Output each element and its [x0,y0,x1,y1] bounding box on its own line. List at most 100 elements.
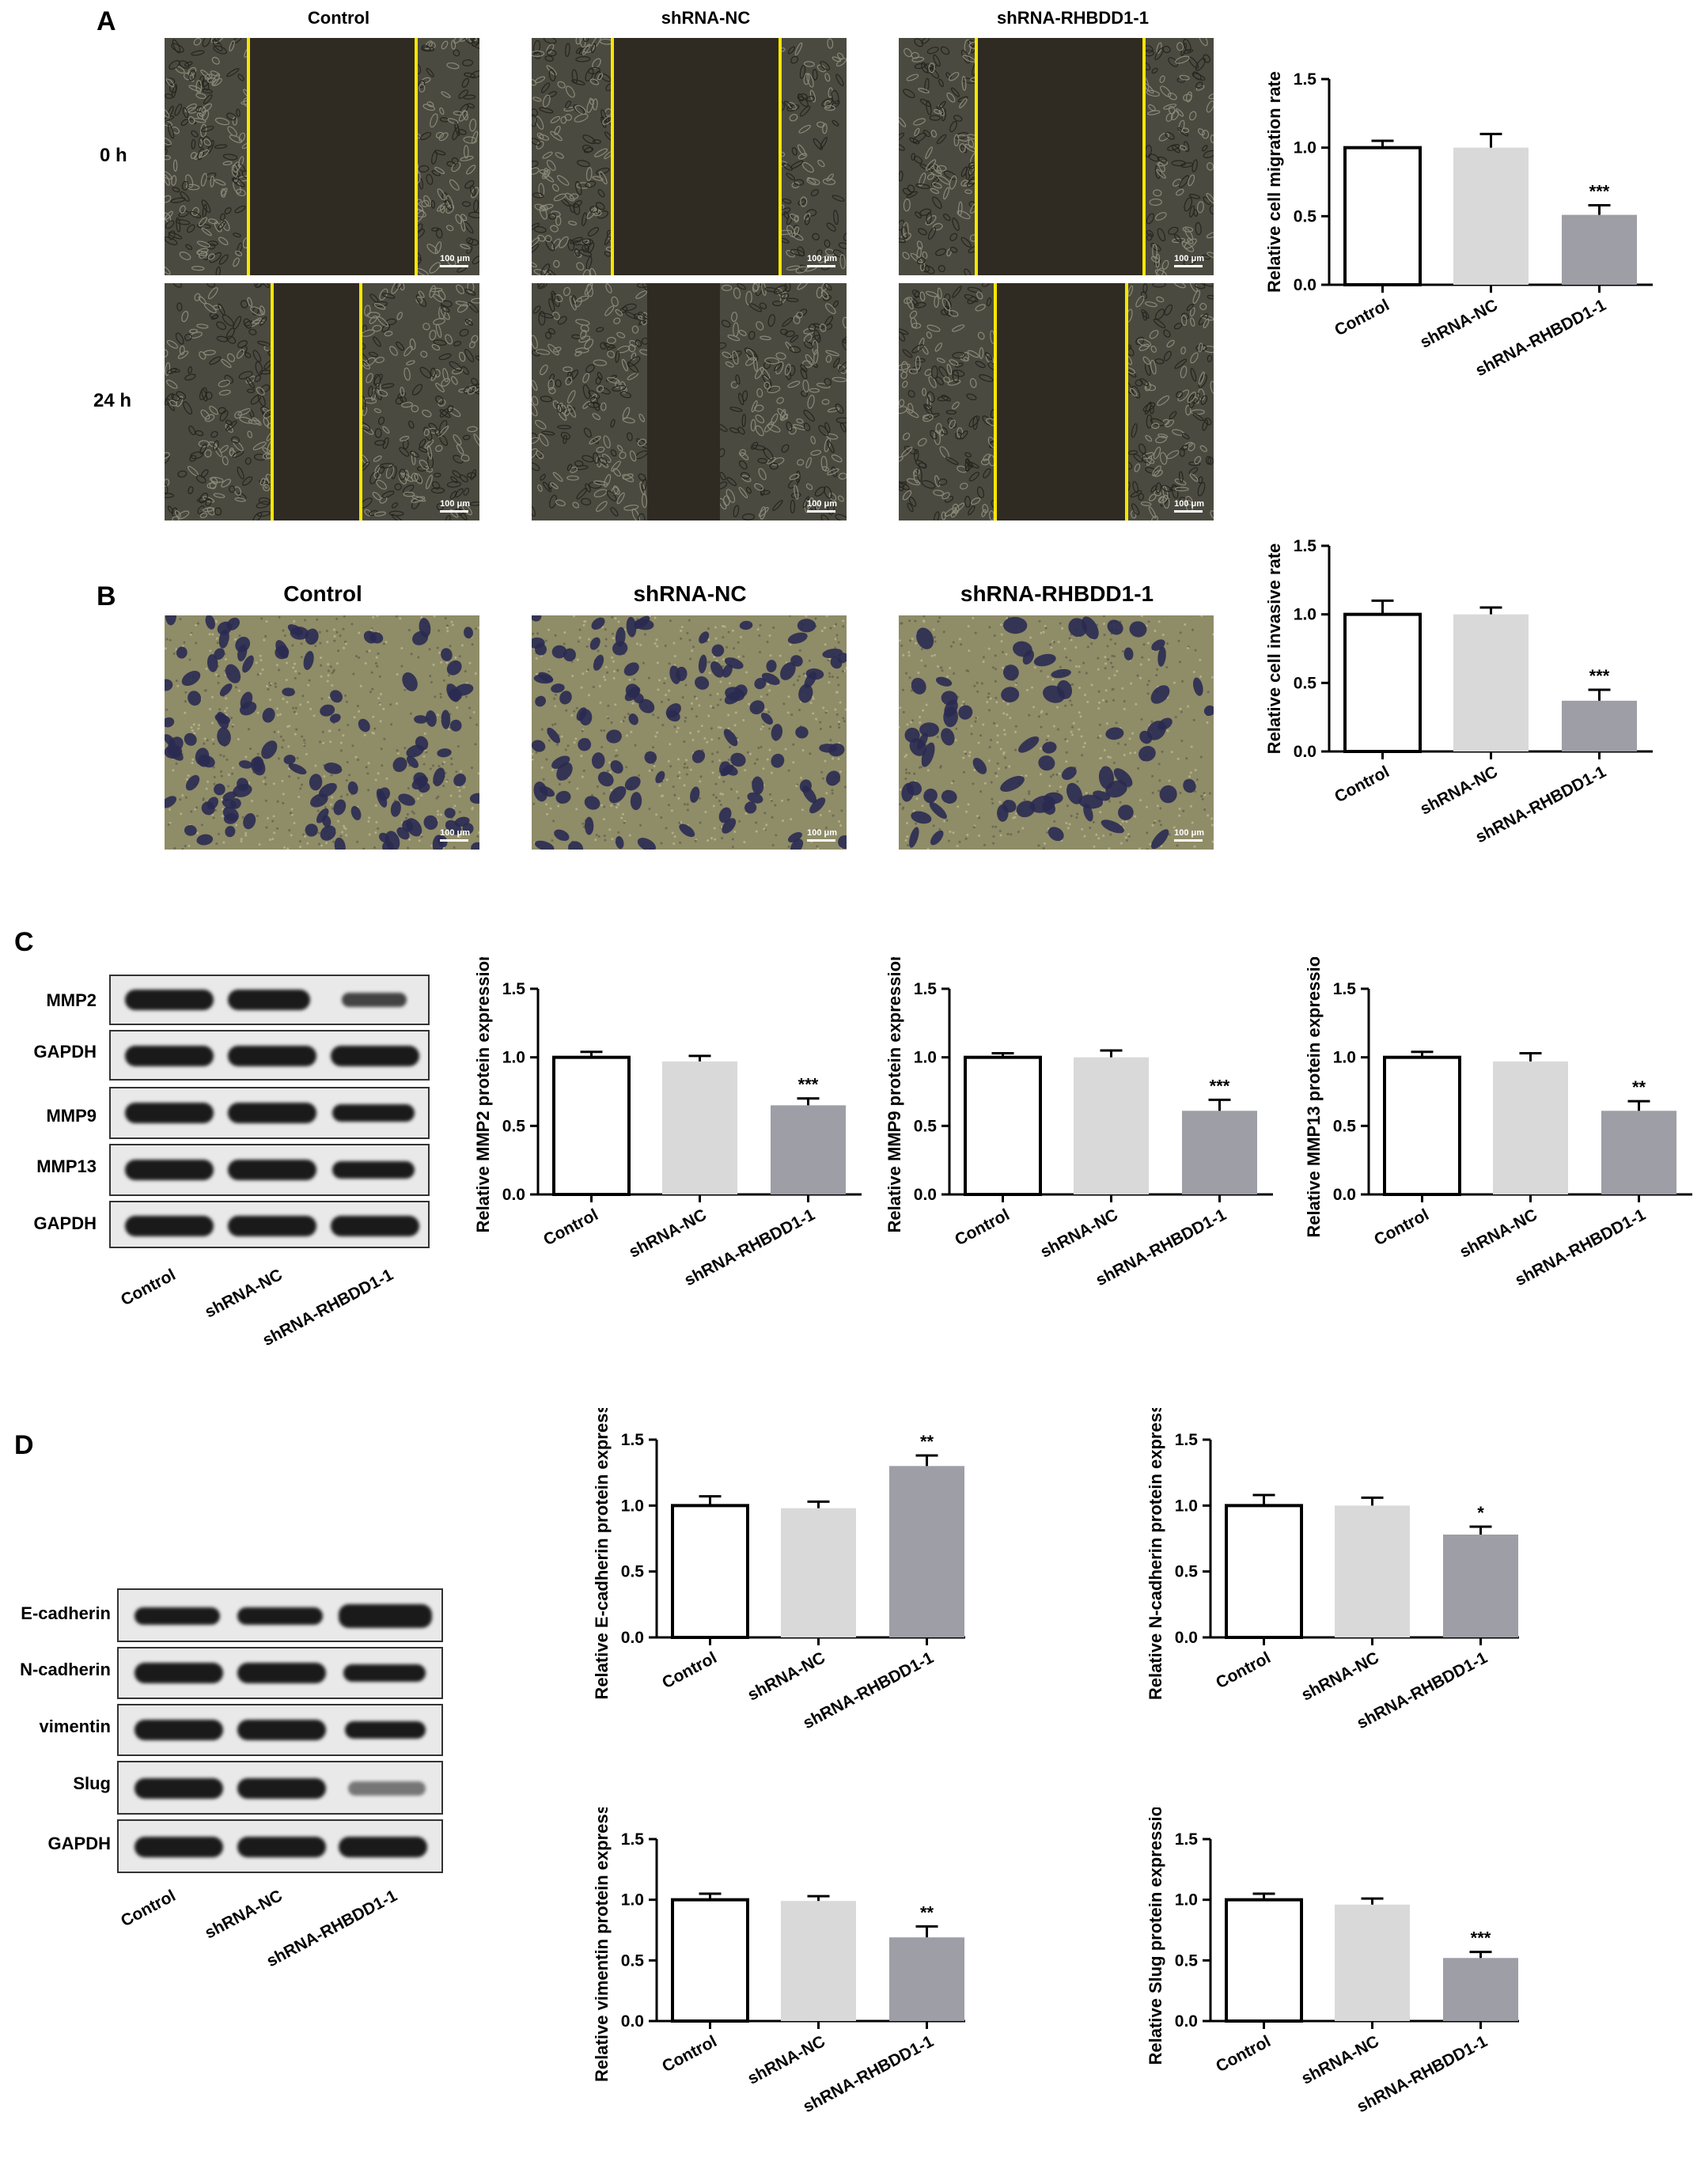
x-tick-label: Control [659,1648,720,1692]
y-axis-label: Relative cell migration rate [1264,71,1284,293]
header-control-a: Control [307,8,370,28]
y-tick-label: 0.5 [1294,207,1317,225]
invaded-cells [165,615,479,850]
y-tick-label: 1.5 [621,1431,645,1449]
scale-bar: 100 μm [1174,828,1204,842]
chart-group: 0.0 0.5 1.0 1.5 Relative N-cadherin protein … [1146,1408,1519,1732]
blot-label-gapdh-2: GAPDH [33,1213,97,1233]
scale-bar: 100 μm [807,828,837,842]
chart-group: 0.0 0.5 1.0 1.5 Relative MMP9 protein expres… [885,957,1273,1289]
y-tick-label: 0.5 [1294,674,1317,692]
invaded-cells [899,615,1214,850]
mmp9-chart: 0.0 0.5 1.0 1.5 Relative MMP9 protein expres… [885,957,1273,1289]
cell-texture [899,38,1214,275]
blot-strip-vimentin [117,1704,443,1756]
significance-label: ** [1632,1077,1646,1097]
y-tick-label: 0.5 [1175,1563,1199,1581]
y-tick-label: 1.0 [1333,1049,1356,1067]
bar-shrna-rhbdd1 [1562,700,1637,751]
y-tick-label: 1.5 [1175,1830,1199,1849]
blot-label-ecadherin: E-cadherin [21,1603,111,1623]
x-tick-label: shRNA-NC [626,1206,710,1262]
x-tick-label: Control [1213,2032,1274,2076]
bar-control [671,1898,749,2023]
scale-bar: 100 μm [807,254,837,267]
y-axis-label: Relative MMP13 protein expression [1304,957,1324,1238]
blot-strip-ecadherin [117,1588,443,1642]
x-tick-label: Control [1213,1648,1274,1692]
bar-shrna-rhbdd1 [1443,1535,1518,1637]
micrograph-shrhbdd1-24h: 100 μm [899,283,1214,520]
blot-label-gapdh: GAPDH [33,1042,97,1062]
bar-shrna-nc [1335,1505,1410,1637]
y-tick-label: 1.5 [1294,537,1317,555]
y-tick-label: 1.0 [914,1049,937,1067]
y-tick-label: 0.5 [621,1563,645,1581]
bar-control [1225,1504,1303,1640]
vimentin-chart: 0.0 0.5 1.0 1.5 Relative vimentin protein ex… [592,1807,965,2116]
blot-strip-mmp9 [109,1087,430,1139]
x-tick-label: shRNA-NC [744,2032,828,2088]
bar-shrna-nc [781,1901,856,2021]
significance-label: ** [920,1902,934,1922]
y-tick-label: 0.0 [1294,276,1316,294]
x-tick-label: Control [1371,1206,1432,1249]
y-axis-label: Relative MMP2 protein expression [473,957,493,1233]
y-tick-label: 1.0 [621,1497,644,1515]
y-tick-label: 1.0 [1294,139,1316,157]
y-tick-label: 0.0 [1175,1629,1198,1647]
bar-shrna-nc [1453,147,1529,285]
micrograph-shnc-24h: 100 μm [532,283,847,520]
bar-shrna-rhbdd1 [889,1466,964,1637]
x-tick-label: shRNA-NC [1298,1648,1382,1705]
bar-shrna-nc [1453,614,1529,751]
header-shrhbdd1-a: shRNA-RHBDD1-1 [997,8,1149,28]
bar-control [1225,1898,1303,2023]
y-tick-label: 0.0 [1294,743,1316,761]
header-control-b: Control [283,581,362,606]
y-tick-label: 1.5 [914,980,938,998]
x-tick-label: Control [952,1206,1013,1249]
scale-bar: 100 μm [440,254,470,267]
y-tick-label: 0.5 [914,1117,938,1135]
y-tick-label: 0.0 [502,1186,525,1204]
mmp13-chart: 0.0 0.5 1.0 1.5 Relative MMP13 protein expre… [1304,957,1692,1289]
micrograph-control-24h: 100 μm [165,283,479,520]
migration-rate-chart: 0.0 0.5 1.0 1.5 Relative cell migration rate… [1264,70,1653,380]
y-tick-label: 1.5 [621,1830,645,1849]
blot-label-mmp2: MMP2 [46,990,97,1010]
y-tick-label: 0.0 [1175,2012,1198,2031]
invasion-rate-chart: 0.0 0.5 1.0 1.5 Relative cell invasive rate C… [1264,537,1653,846]
bar-control [1383,1055,1461,1196]
bar-shrna-nc [1335,1904,1410,2021]
x-tick-label: shRNA-NC [1037,1206,1121,1262]
x-tick-label: Control [540,1206,601,1249]
bar-shrna-nc [781,1508,856,1637]
bar-control [964,1055,1042,1196]
significance-label: *** [1210,1076,1230,1096]
chart-group: 0.0 0.5 1.0 1.5 Relative Slug protein expres… [1146,1807,1519,2116]
blot-strip-gapdh-d [117,1819,443,1873]
y-tick-label: 1.5 [1175,1431,1199,1449]
significance-label: ** [920,1432,934,1452]
header-shnc-a: shRNA-NC [661,8,751,28]
y-axis-label: Relative Slug protein expression [1146,1807,1165,2065]
bar-shrna-rhbdd1 [1601,1111,1676,1194]
bar-control [1343,146,1422,286]
cell-texture [165,283,479,520]
micrograph-shrhbdd1-0h: 100 μm [899,38,1214,275]
row-label-24h: 24 h [93,390,132,411]
invasion-image-shnc: 100 μm [532,615,847,850]
x-tick-label: Control [659,2032,720,2076]
x-tick-label: Control [1332,296,1392,339]
bar-shrna-nc [1493,1061,1568,1194]
panel-label-c: C [14,927,34,957]
significance-label: * [1477,1503,1484,1523]
bar-control [552,1055,631,1196]
blot-label-gapdh-d: GAPDH [47,1834,111,1853]
y-tick-label: 0.5 [1175,1951,1199,1970]
bar-shrna-rhbdd1 [1182,1111,1257,1194]
blot-label-ncadherin: N-cadherin [20,1660,111,1679]
blot-strip-mmp13 [109,1144,430,1196]
x-tick-label: shRNA-NC [744,1648,828,1705]
